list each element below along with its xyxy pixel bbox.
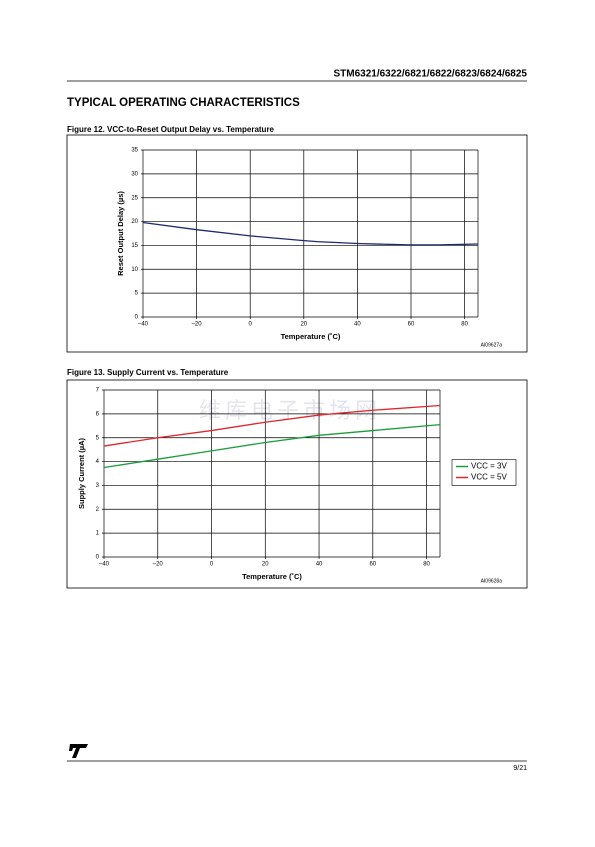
x-tick-label: 40 [354,322,361,328]
header-title: STM6321/6322/6821/6822/6823/6824/6825 [333,69,527,80]
data-line [142,221,479,246]
x-tick-label: –20 [153,562,164,568]
legend-label: VCC = 5V [471,473,507,482]
y-tick-label: 5 [135,291,139,297]
y-tick-label: 10 [131,267,138,273]
y-tick-label: 0 [135,315,139,321]
y-tick-label: 1 [96,531,100,537]
y-tick-label: 5 [96,435,100,441]
x-tick-label: 40 [316,562,323,568]
legend-label: VCC = 3V [471,462,507,471]
y-tick-label: 4 [96,459,100,465]
y-tick-label: 2 [96,507,100,513]
x-tick-label: –40 [99,562,110,568]
figure-frame [66,379,528,589]
x-tick-label: 60 [369,562,376,568]
y-axis-label: Supply Current (µA) [77,438,86,509]
x-tick-label: –20 [192,322,203,328]
section-title: TYPICAL OPERATING CHARACTERISTICS [67,97,300,109]
legend-box [451,459,517,486]
y-tick-label: 3 [96,483,100,489]
y-tick-label: 6 [96,411,100,417]
figure-frame [66,134,528,353]
figure-id: AI09628a [481,578,503,584]
data-line [103,404,441,447]
y-tick-label: 0 [96,555,100,561]
y-tick-label: 7 [96,388,100,394]
x-tick-label: 0 [210,562,214,568]
x-axis-label: Temperature (˚C) [281,332,341,341]
x-tick-label: –40 [138,322,149,328]
y-tick-label: 30 [131,171,138,177]
figure-id: AI09627a [481,342,503,348]
y-tick-label: 35 [131,148,138,154]
y-tick-label: 20 [131,219,138,225]
y-axis-label: Reset Output Delay (µs) [116,191,125,276]
x-tick-label: 80 [461,322,468,328]
figure-caption: Figure 12. VCC-to-Reset Output Delay vs.… [67,125,275,134]
x-axis-label: Temperature (˚C) [242,572,302,581]
x-tick-label: 0 [249,322,253,328]
y-tick-label: 25 [131,195,138,201]
st-logo [69,744,88,758]
x-tick-label: 20 [262,562,269,568]
y-tick-label: 15 [131,243,138,249]
x-tick-label: 20 [300,322,307,328]
figure-caption: Figure 13. Supply Current vs. Temperatur… [67,368,229,377]
x-tick-label: 80 [423,562,430,568]
x-tick-label: 60 [408,322,415,328]
page-number: 9/21 [513,765,527,772]
data-line [103,423,441,469]
